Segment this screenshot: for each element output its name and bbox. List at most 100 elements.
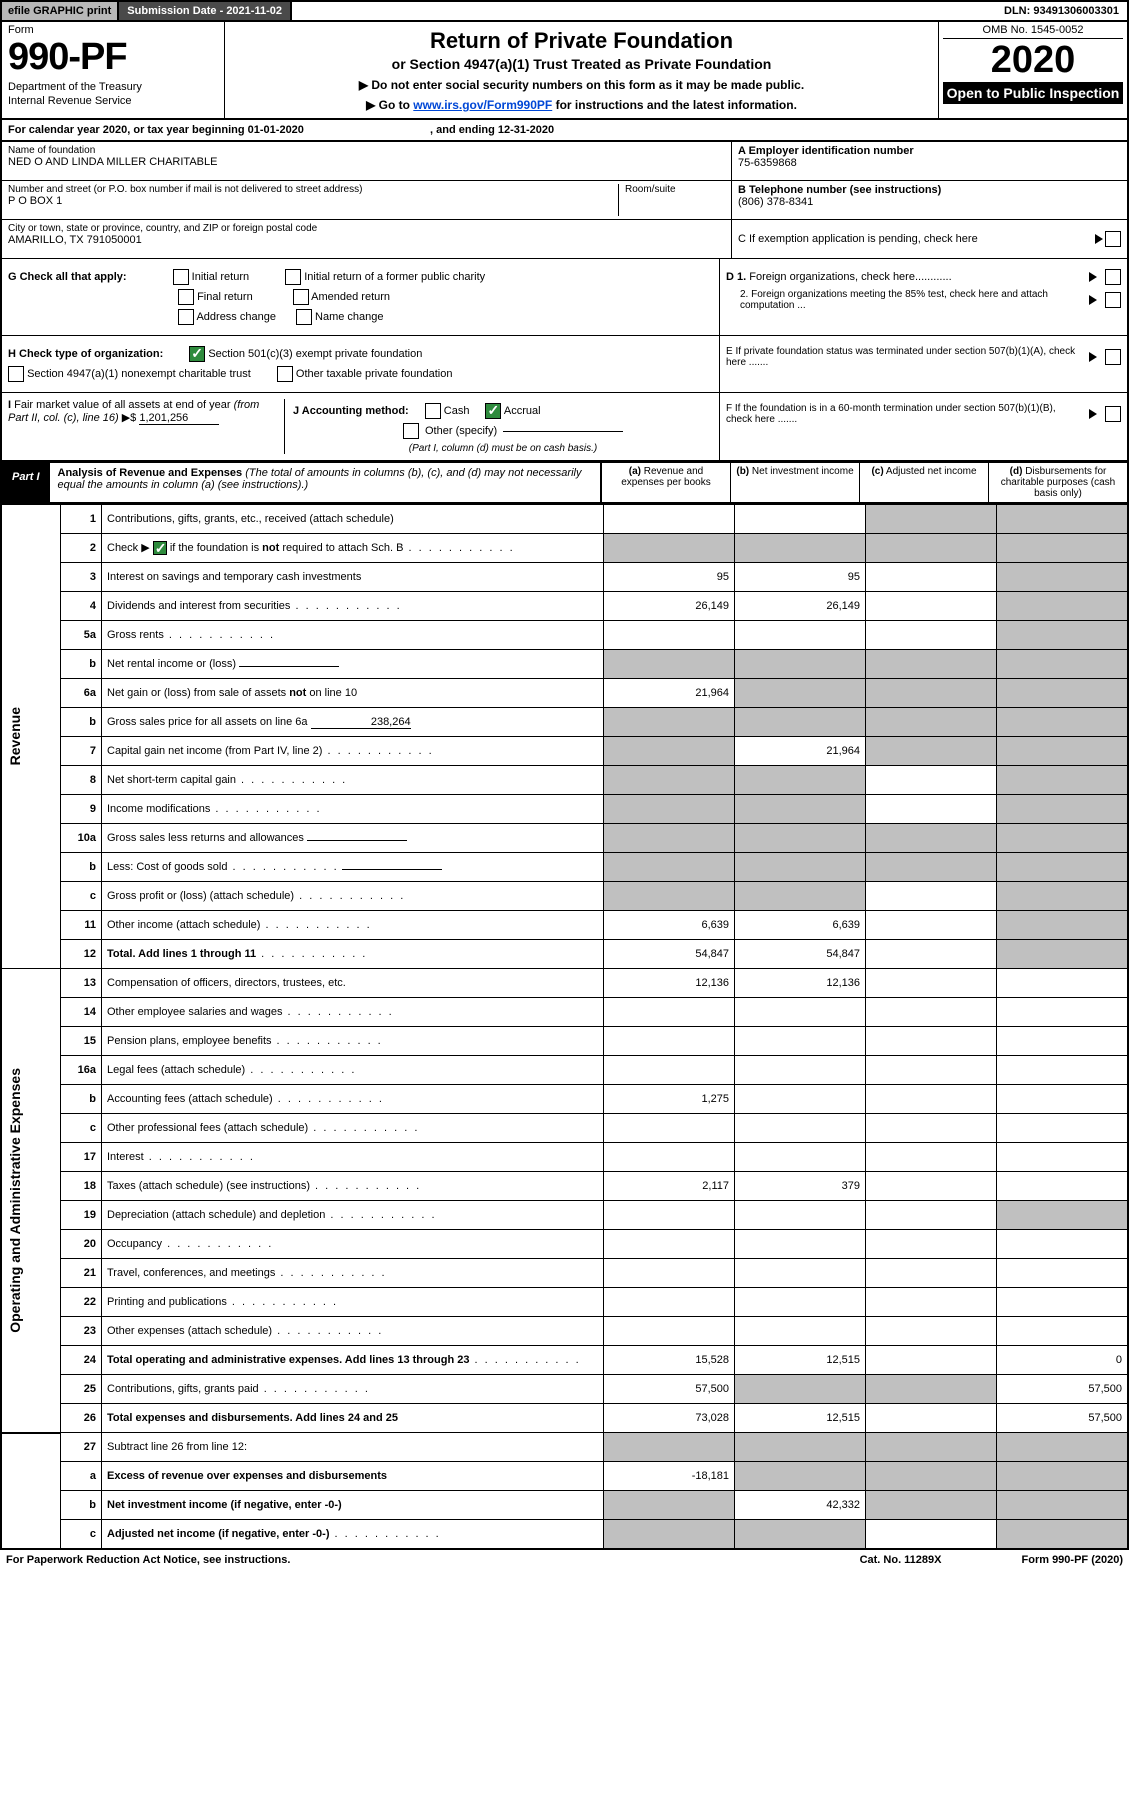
cell-grey: [604, 1491, 735, 1520]
line-desc: Taxes (attach schedule) (see instruction…: [102, 1172, 604, 1201]
cell-amount: 12,136: [604, 969, 735, 998]
cb-other-tax[interactable]: [277, 366, 293, 382]
line-num: 17: [61, 1143, 102, 1172]
cell-amount: [735, 1114, 866, 1143]
cell-amount: [997, 1172, 1129, 1201]
cell-grey: [735, 1375, 866, 1404]
table-row: 3Interest on savings and temporary cash …: [1, 563, 1128, 592]
efile-label[interactable]: efile GRAPHIC print: [2, 2, 119, 20]
cb-initial[interactable]: [173, 269, 189, 285]
table-row: 20Occupancy: [1, 1230, 1128, 1259]
table-row: Operating and Administrative Expenses13C…: [1, 969, 1128, 998]
cb-amended[interactable]: [293, 289, 309, 305]
cell-amount: [735, 1288, 866, 1317]
opt-501c3: Section 501(c)(3) exempt private foundat…: [208, 348, 422, 360]
cb-initial-former[interactable]: [285, 269, 301, 285]
table-row: 9Income modifications: [1, 795, 1128, 824]
arrow-f: [1089, 409, 1097, 419]
cb-accrual[interactable]: [485, 403, 501, 419]
opt-initial-former: Initial return of a former public charit…: [304, 271, 485, 283]
cb-e[interactable]: [1105, 349, 1121, 365]
cell-amount: [604, 621, 735, 650]
checkbox-c[interactable]: [1105, 231, 1121, 247]
cell-amount: [866, 882, 997, 911]
fmv-value: 1,201,256: [139, 412, 219, 425]
line-desc: Less: Cost of goods sold: [102, 853, 604, 882]
cell-grey: [735, 795, 866, 824]
line-desc: Total. Add lines 1 through 11: [102, 940, 604, 969]
h-label: H Check type of organization:: [8, 348, 163, 360]
cell-grey: [997, 1433, 1129, 1462]
line-desc: Gross sales price for all assets on line…: [102, 708, 604, 737]
cb-final[interactable]: [178, 289, 194, 305]
cell-grey: [866, 1462, 997, 1491]
cb-cash[interactable]: [425, 403, 441, 419]
cell-amount: [866, 1317, 997, 1346]
cell-amount: [604, 1259, 735, 1288]
cell-amount: [735, 1027, 866, 1056]
cell-grey: [866, 1433, 997, 1462]
footer: For Paperwork Reduction Act Notice, see …: [0, 1550, 1129, 1570]
table-row: 15Pension plans, employee benefits: [1, 1027, 1128, 1056]
table-row: 8Net short-term capital gain: [1, 766, 1128, 795]
cell-amount: 6,639: [735, 911, 866, 940]
table-row: 22Printing and publications: [1, 1288, 1128, 1317]
cb-f[interactable]: [1105, 406, 1121, 422]
line-num: 24: [61, 1346, 102, 1375]
line-desc: Other employee salaries and wages: [102, 998, 604, 1027]
opt-4947: Section 4947(a)(1) nonexempt charitable …: [27, 368, 251, 380]
table-row: bGross sales price for all assets on lin…: [1, 708, 1128, 737]
cell-amount: 26,149: [735, 592, 866, 621]
line-desc: Subtract line 26 from line 12:: [102, 1433, 604, 1462]
cell-amount: [866, 911, 997, 940]
table-row: 19Depreciation (attach schedule) and dep…: [1, 1201, 1128, 1230]
cb-4947[interactable]: [8, 366, 24, 382]
table-row: 18Taxes (attach schedule) (see instructi…: [1, 1172, 1128, 1201]
arrow-e: [1089, 352, 1097, 362]
cell-grey: [997, 795, 1129, 824]
cell-amount: [735, 1259, 866, 1288]
line-desc: Total operating and administrative expen…: [102, 1346, 604, 1375]
dept-treasury: Department of the Treasury: [8, 81, 218, 93]
cell-amount: [604, 1230, 735, 1259]
cell-amount: [735, 1056, 866, 1085]
cell-amount: 95: [604, 563, 735, 592]
col-d-header: (d) Disbursements for charitable purpose…: [988, 463, 1127, 502]
cell-amount: 12,515: [735, 1346, 866, 1375]
opt-name: Name change: [315, 311, 384, 323]
cell-amount: [604, 1317, 735, 1346]
cb-d1[interactable]: [1105, 269, 1121, 285]
cell-grey: [866, 534, 997, 563]
line-num: 1: [61, 505, 102, 534]
cell-grey: [997, 679, 1129, 708]
cell-amount: [604, 1114, 735, 1143]
phone-label: B Telephone number (see instructions): [738, 184, 1121, 196]
calendar-year-line: For calendar year 2020, or tax year begi…: [0, 120, 1129, 142]
line-desc: Capital gain net income (from Part IV, l…: [102, 737, 604, 766]
opt-final: Final return: [197, 291, 253, 303]
cell-amount: [866, 766, 997, 795]
cell-amount: [997, 1259, 1129, 1288]
cell-amount: [735, 998, 866, 1027]
cell-grey: [997, 1520, 1129, 1550]
line-num: 4: [61, 592, 102, 621]
cell-amount: 54,847: [735, 940, 866, 969]
cell-amount: 379: [735, 1172, 866, 1201]
line-num: 19: [61, 1201, 102, 1230]
cell-grey: [604, 737, 735, 766]
cell-amount: [866, 621, 997, 650]
opt-initial: Initial return: [192, 271, 249, 283]
table-row: 27Subtract line 26 from line 12:: [1, 1433, 1128, 1462]
cell-amount: 57,500: [997, 1375, 1129, 1404]
table-row: 6aNet gain or (loss) from sale of assets…: [1, 679, 1128, 708]
cell-grey: [997, 853, 1129, 882]
line-desc: Net short-term capital gain: [102, 766, 604, 795]
cb-address[interactable]: [178, 309, 194, 325]
cb-name[interactable]: [296, 309, 312, 325]
form-link[interactable]: www.irs.gov/Form990PF: [413, 98, 552, 112]
cb-d2[interactable]: [1105, 292, 1121, 308]
line-num: b: [61, 853, 102, 882]
cell-grey: [735, 853, 866, 882]
cb-501c3[interactable]: [189, 346, 205, 362]
cb-other-acct[interactable]: [403, 423, 419, 439]
